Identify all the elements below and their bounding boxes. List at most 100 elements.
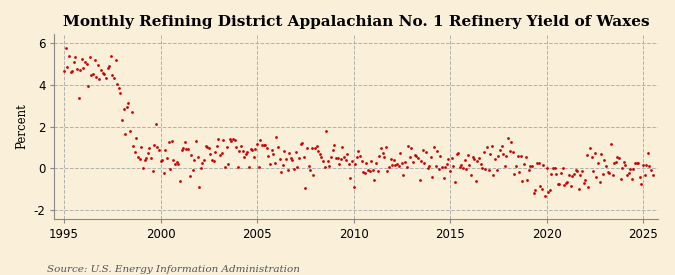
Point <box>537 187 547 191</box>
Point <box>483 168 494 172</box>
Point <box>227 136 238 141</box>
Point <box>506 140 516 144</box>
Point <box>487 144 497 148</box>
Point <box>474 156 485 160</box>
Point <box>230 138 240 142</box>
Point <box>526 163 537 168</box>
Point <box>522 178 533 183</box>
Point <box>371 161 381 166</box>
Point <box>625 167 636 171</box>
Point <box>437 165 448 169</box>
Point <box>485 152 495 156</box>
Point <box>236 144 246 149</box>
Point <box>113 86 124 90</box>
Point <box>279 148 290 153</box>
Point <box>364 169 375 173</box>
Point <box>638 163 649 167</box>
Point <box>298 155 309 160</box>
Point <box>318 159 329 163</box>
Point <box>641 163 651 167</box>
Point <box>300 186 310 190</box>
Point <box>110 58 121 62</box>
Point <box>453 151 464 155</box>
Point <box>470 178 481 183</box>
Point <box>182 147 193 152</box>
Point <box>273 145 284 149</box>
Point <box>631 161 642 165</box>
Point <box>538 163 549 167</box>
Point <box>329 143 340 147</box>
Point <box>184 174 195 178</box>
Point <box>385 157 396 161</box>
Point <box>356 158 367 163</box>
Point <box>412 156 423 160</box>
Point <box>78 65 89 70</box>
Point <box>560 181 571 185</box>
Point <box>551 172 562 176</box>
Point <box>422 166 433 170</box>
Point <box>126 109 137 114</box>
Point <box>576 169 587 173</box>
Point <box>383 165 394 169</box>
Point <box>138 166 148 170</box>
Point <box>564 173 574 177</box>
Point <box>67 68 78 73</box>
Point <box>409 152 420 157</box>
Point <box>125 129 136 133</box>
Point <box>324 163 335 168</box>
Point <box>425 155 436 159</box>
Point <box>617 166 628 170</box>
Point <box>115 91 126 95</box>
Point <box>605 142 616 147</box>
Point <box>601 164 612 169</box>
Point <box>618 160 629 164</box>
Point <box>274 157 285 161</box>
Point <box>475 162 486 166</box>
Point <box>382 169 393 174</box>
Point <box>118 107 129 111</box>
Point <box>292 165 302 169</box>
Point <box>609 161 620 166</box>
Point <box>464 162 475 167</box>
Point <box>75 68 86 72</box>
Point <box>472 159 483 164</box>
Point <box>255 138 266 143</box>
Text: Source: U.S. Energy Information Administration: Source: U.S. Energy Information Administ… <box>47 265 300 274</box>
Point <box>630 161 641 165</box>
Point <box>636 182 647 186</box>
Point <box>245 147 256 151</box>
Point <box>622 172 632 177</box>
Point <box>396 161 407 165</box>
Point <box>101 76 111 80</box>
Point <box>580 178 591 182</box>
Point <box>573 187 584 191</box>
Point <box>404 155 415 160</box>
Point <box>210 150 221 154</box>
Point <box>448 163 459 168</box>
Point <box>242 150 253 154</box>
Point <box>346 159 357 163</box>
Point <box>362 168 373 172</box>
Point <box>92 62 103 67</box>
Point <box>459 157 470 162</box>
Point <box>366 158 377 163</box>
Point <box>450 180 460 184</box>
Point <box>62 65 73 69</box>
Point <box>139 158 150 162</box>
Point <box>443 156 454 161</box>
Point <box>406 145 417 150</box>
Point <box>197 161 208 166</box>
Point <box>122 105 132 109</box>
Point <box>258 143 269 147</box>
Point <box>89 58 100 63</box>
Point <box>520 155 531 160</box>
Point <box>276 170 287 175</box>
Point <box>181 147 192 151</box>
Point <box>377 151 388 155</box>
Point <box>433 167 444 171</box>
Point <box>91 75 102 79</box>
Point <box>140 156 151 160</box>
Point <box>458 166 468 170</box>
Point <box>234 148 245 153</box>
Point <box>354 153 365 158</box>
